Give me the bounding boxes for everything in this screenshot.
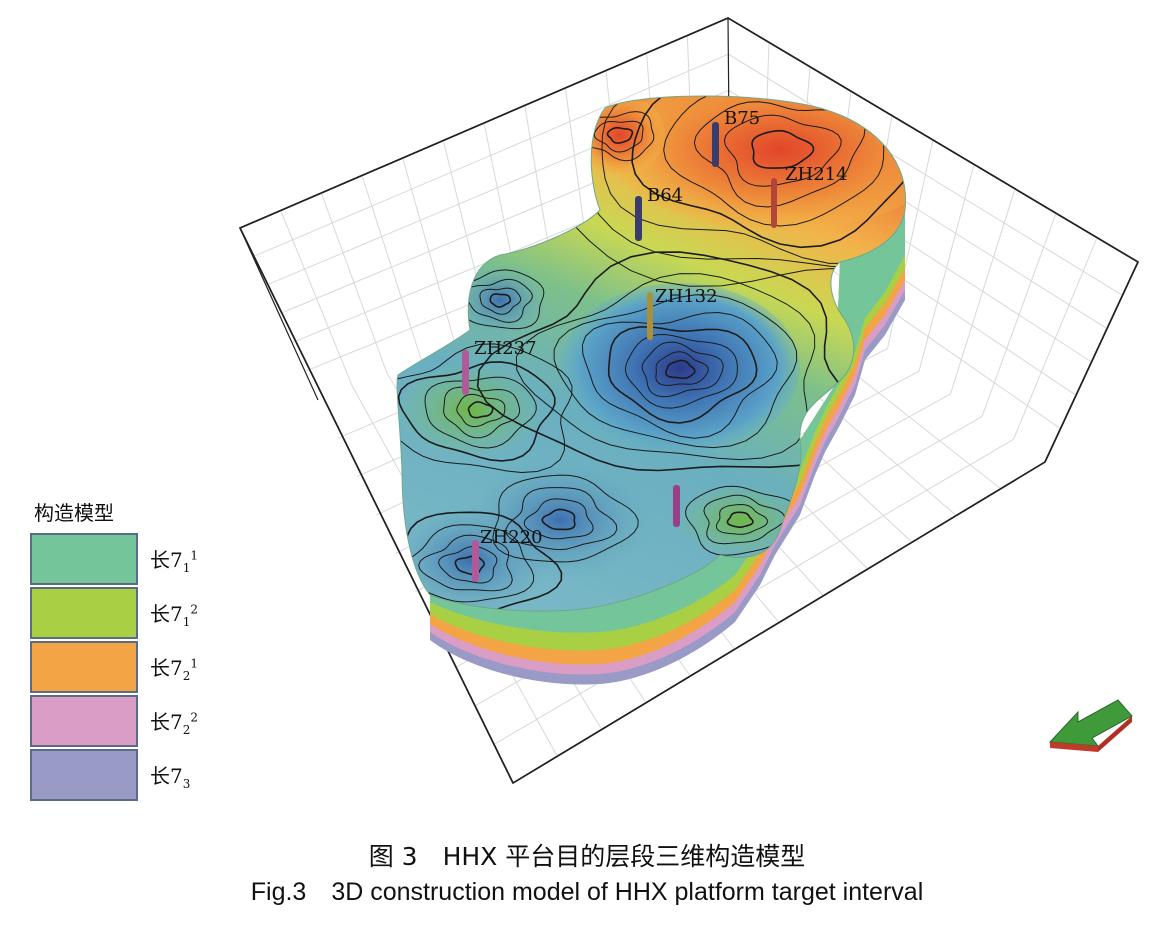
well-unlabeled-bore [673, 485, 680, 527]
legend-label: 长721 [150, 652, 198, 683]
legend-item: 长721 [30, 640, 230, 694]
well-b64-label: B64 [647, 185, 683, 206]
legend-title: 构造模型 [34, 501, 114, 525]
well-b64: B64 [635, 185, 683, 241]
legend-swatch [30, 533, 138, 585]
well-zh132-bore [647, 292, 653, 340]
caption-english: Fig.3 3D construction model of HHX platf… [250, 878, 924, 906]
legend-swatch [30, 695, 138, 747]
legend-label-sub: 1 [182, 560, 191, 575]
caption-chinese: 图 3 HHX 平台目的层段三维构造模型 [368, 842, 806, 871]
legend-label-sup: 1 [190, 655, 199, 670]
direction-arrow-icon [1048, 699, 1133, 752]
legend-items: 长711 长712 长721 长722 长73 [30, 532, 230, 802]
legend-label: 长722 [150, 706, 198, 737]
well-zh220-bore [472, 540, 479, 582]
legend-swatch [30, 641, 138, 693]
legend-label: 长712 [150, 598, 198, 629]
well-zh214: ZH214 [771, 164, 848, 228]
legend-swatch [30, 587, 138, 639]
well-zh237-label: ZH237 [474, 338, 537, 359]
legend-label-sup: 1 [190, 547, 199, 562]
well-zh220-label: ZH220 [480, 527, 543, 548]
well-b64-bore [635, 196, 642, 241]
legend-label-base: 长7 [150, 655, 183, 680]
legend-label-base: 长7 [150, 547, 183, 572]
well-zh237: ZH237 [462, 338, 537, 395]
wells: B75 B64 ZH214 ZH132 ZH237 ZH220 [462, 108, 848, 582]
well-zh132: ZH132 [647, 286, 718, 340]
well-zh220: ZH220 [472, 527, 543, 582]
well-zh214-label: ZH214 [785, 164, 848, 185]
well-b75: B75 [712, 108, 760, 167]
well-b75-bore [712, 122, 719, 167]
legend-item: 长711 [30, 532, 230, 586]
well-zh214-bore [771, 178, 777, 228]
legend-label-sup: 2 [190, 601, 199, 616]
legend-item: 长73 [30, 748, 230, 802]
figure-caption: 图 3 HHX 平台目的层段三维构造模型 Fig.3 3D constructi… [0, 840, 1174, 910]
legend-label-sup: 2 [190, 709, 199, 724]
legend-label-sub: 1 [182, 614, 191, 629]
well-zh237-bore [462, 350, 469, 395]
legend-swatch [30, 749, 138, 801]
well-zh132-label: ZH132 [655, 286, 718, 307]
legend-label-base: 长7 [150, 709, 183, 734]
legend-label: 长711 [150, 544, 198, 575]
legend-item: 长712 [30, 586, 230, 640]
legend-label-sub: 3 [182, 776, 191, 791]
well-unlabeled [673, 485, 680, 527]
legend-label-base: 长7 [150, 601, 183, 626]
legend-label: 长73 [150, 760, 190, 791]
legend-label-base: 长7 [150, 763, 183, 788]
well-b75-label: B75 [724, 108, 760, 129]
legend-item: 长722 [30, 694, 230, 748]
legend-label-sub: 2 [182, 722, 191, 737]
legend: 构造模型 长711 长712 长721 长722 长73 [30, 500, 230, 802]
legend-label-sub: 2 [182, 668, 191, 683]
